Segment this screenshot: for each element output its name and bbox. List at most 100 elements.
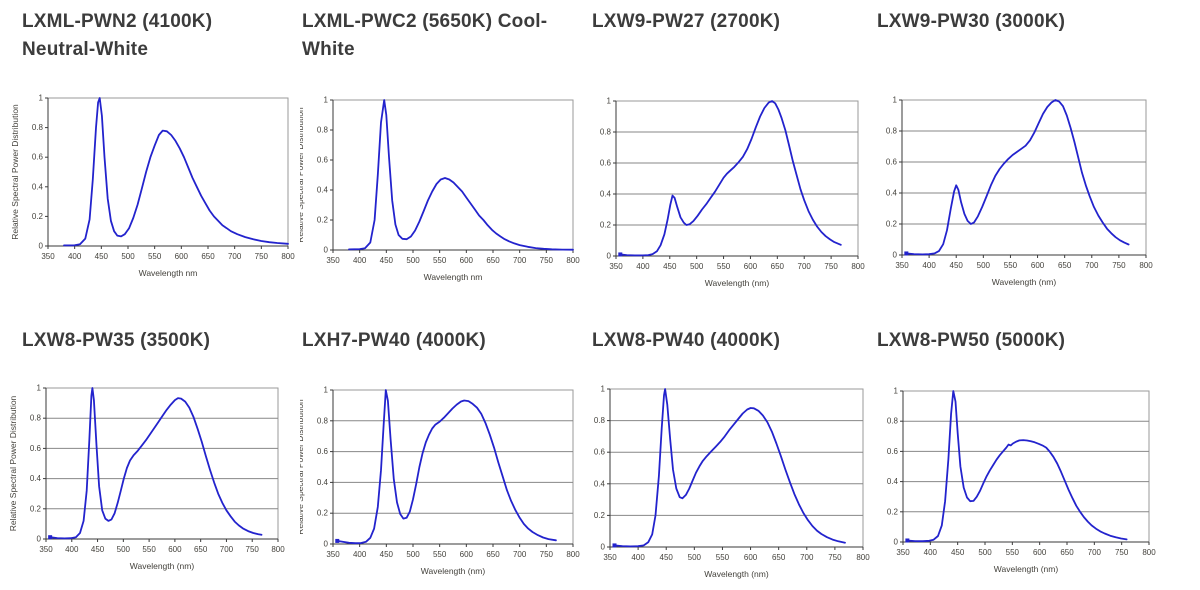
y-axis-title: Relative Spectral Power Distribution: [300, 107, 305, 243]
y-tick-label: 0.4: [886, 189, 898, 198]
y-tick-label: 1: [37, 384, 42, 393]
chart-title: LXW8-PW35 (3500K): [22, 327, 210, 355]
y-tick-label: 0.2: [32, 212, 44, 221]
x-tick-label: 800: [1142, 548, 1156, 557]
x-tick-label: 750: [255, 252, 269, 261]
y-tick-label: 0.4: [30, 474, 42, 483]
x-axis-title: Wavelength (nm): [421, 566, 486, 576]
curve-start-marker: [904, 251, 909, 256]
chart-panel-lxw9-pw27: 0 0.2 0.4 0.6 0.8 1 350 400 450 500 550 600 650 700 75…: [590, 0, 875, 295]
curve-start-marker: [612, 543, 617, 548]
spectral-plot: 0 0.2 0.4 0.6 0.8 1 350 400 450 500 550 600 650 700 75…: [300, 96, 580, 283]
x-tick-label: 600: [744, 262, 758, 271]
x-tick-label: 600: [460, 550, 474, 559]
x-axis-title: Wavelength (nm): [994, 564, 1059, 574]
chart-title-line1: LXH7-PW40 (4000K): [302, 330, 486, 351]
y-tick-label: 0.8: [30, 414, 42, 423]
x-tick-label: 500: [978, 548, 992, 557]
x-tick-label: 700: [228, 252, 242, 261]
y-tick-label: 0.6: [886, 158, 898, 167]
y-tick-label: 0.8: [594, 416, 606, 425]
spectral-plot: 0 0.2 0.4 0.6 0.8 1 350 400 450 500 550 600 650 700 75…: [300, 386, 580, 577]
x-tick-label: 550: [717, 262, 731, 271]
x-tick-label: 650: [771, 262, 785, 271]
x-axis-title: Wavelength (nm): [704, 569, 769, 579]
x-tick-label: 500: [690, 262, 704, 271]
x-axis-title: Wavelength nm: [139, 268, 198, 278]
x-tick-label: 400: [353, 256, 367, 265]
y-axis-title: Relative Spectral Power Distribution: [8, 395, 18, 531]
x-tick-label: 350: [609, 262, 623, 271]
y-tick-label: 0.2: [317, 509, 329, 518]
y-axis-title: Relative Spectral Power Distribution: [300, 399, 305, 535]
y-tick-label: 0.4: [600, 190, 612, 199]
x-tick-label: 650: [194, 545, 208, 554]
chart-title: LXW8-PW50 (5000K): [877, 327, 1065, 355]
x-tick-label: 550: [1006, 548, 1020, 557]
x-tick-label: 800: [856, 553, 870, 562]
y-tick-label: 0.4: [317, 186, 329, 195]
x-tick-label: 800: [566, 256, 580, 265]
x-tick-label: 800: [271, 545, 285, 554]
curve-start-marker: [48, 535, 53, 540]
chart-panel-lxh7-pw40: 0 0.2 0.4 0.6 0.8 1 350 400 450 500 550 600 650 700 75…: [300, 295, 590, 590]
spectral-plot: 0 0.2 0.4 0.6 0.8 1 350 400 450 500 550 600 650 700 75…: [886, 96, 1153, 288]
x-tick-label: 800: [1139, 261, 1153, 270]
y-tick-label: 0.8: [887, 417, 899, 426]
y-tick-label: 1: [601, 385, 606, 394]
chart-title-line1: LXW9-PW30 (3000K): [877, 11, 1066, 32]
spd-curve: [906, 390, 1128, 543]
y-tick-label: 0.6: [317, 156, 329, 165]
x-tick-label: 750: [540, 550, 554, 559]
y-tick-label: 0: [894, 538, 899, 547]
x-tick-label: 450: [380, 550, 394, 559]
y-tick-label: 0.2: [594, 511, 606, 520]
chart-title: LXW9-PW30 (3000K): [877, 8, 1065, 36]
chart-panel-lxml-pwc2: 0 0.2 0.4 0.6 0.8 1 350 400 450 500 550 600 650 700 75…: [300, 0, 590, 295]
x-axis-title: Wavelength (nm): [992, 277, 1057, 287]
spectral-plot: 0 0.2 0.4 0.6 0.8 1 350 400 450 500 550 600 650 700 75…: [8, 384, 285, 572]
y-tick-label: 0.6: [30, 444, 42, 453]
spectral-plot: 0 0.2 0.4 0.6 0.8 1 350 400 450 500 550 600 650 700 75…: [600, 97, 865, 289]
x-tick-label: 500: [117, 545, 131, 554]
x-tick-label: 750: [1115, 548, 1129, 557]
chart-title-line1: LXW8-PW35 (3500K): [22, 330, 211, 351]
x-tick-label: 700: [513, 550, 527, 559]
y-tick-label: 0.4: [317, 478, 329, 487]
x-tick-label: 700: [220, 545, 234, 554]
chart-title-line2: Neutral-White: [22, 39, 149, 60]
x-tick-label: 600: [175, 252, 189, 261]
x-tick-label: 800: [281, 252, 295, 261]
plot-frame: [332, 99, 574, 251]
spectral-plot: 0 0.2 0.4 0.6 0.8 1 350 400 450 500 550 600 650 700 75…: [10, 94, 295, 279]
chart-title-line1: LXML-PWN2 (4100K): [22, 11, 213, 32]
y-tick-label: 0.8: [600, 128, 612, 137]
x-tick-label: 350: [39, 545, 53, 554]
plot-frame: [332, 389, 574, 545]
x-tick-label: 600: [1031, 261, 1045, 270]
x-tick-label: 450: [95, 252, 109, 261]
x-tick-label: 600: [168, 545, 182, 554]
x-tick-label: 350: [326, 550, 340, 559]
x-axis-title: Wavelength (nm): [130, 561, 195, 571]
x-tick-label: 750: [540, 256, 554, 265]
y-tick-label: 0.2: [317, 216, 329, 225]
x-tick-label: 650: [486, 256, 500, 265]
y-tick-label: 0: [893, 251, 898, 260]
x-tick-label: 700: [1085, 261, 1099, 270]
x-tick-label: 400: [68, 252, 82, 261]
y-tick-label: 1: [324, 386, 329, 395]
x-tick-label: 500: [977, 261, 991, 270]
x-tick-label: 550: [433, 256, 447, 265]
y-axis-title: Relative Spectral Power Distribution: [10, 104, 20, 240]
x-tick-label: 350: [603, 553, 617, 562]
y-tick-label: 0.6: [600, 159, 612, 168]
chart-title-line1: LXML-PWC2 (5650K) Cool-: [302, 11, 548, 32]
x-tick-label: 400: [65, 545, 79, 554]
chart-panel-lxw8-pw35: 0 0.2 0.4 0.6 0.8 1 350 400 450 500 550 600 650 700 75…: [0, 295, 300, 590]
x-tick-label: 400: [636, 262, 650, 271]
spd-curve: [613, 388, 846, 548]
x-tick-label: 450: [663, 262, 677, 271]
y-tick-label: 1: [39, 94, 44, 103]
chart-title-line2: White: [302, 39, 355, 60]
